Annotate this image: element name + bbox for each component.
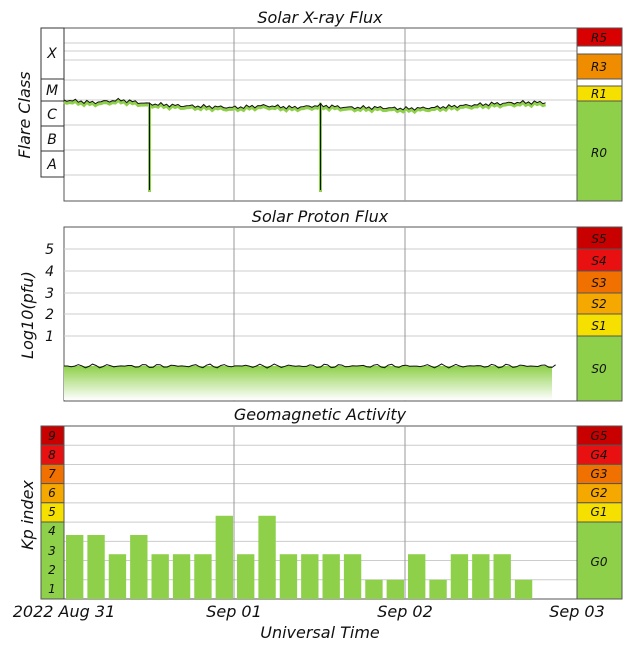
- kp-label-8: 8: [48, 448, 56, 462]
- kp-label-9: 9: [48, 429, 56, 443]
- class-label-x: X: [46, 46, 57, 62]
- s3-label: S3: [591, 276, 606, 290]
- kp-label-6: 6: [48, 486, 56, 500]
- kp-bar: [408, 554, 426, 599]
- kp-bar: [130, 534, 148, 599]
- kp-label-1: 1: [48, 582, 56, 596]
- kp-bar: [87, 534, 105, 599]
- class-label-a: A: [46, 157, 57, 173]
- xtick-sep03: Sep 03: [549, 602, 605, 621]
- proton-flux-line: [64, 363, 556, 369]
- geomag-plot-area: [63, 425, 578, 600]
- kp-bars: [66, 515, 533, 599]
- g5-label: G5: [591, 429, 608, 443]
- kp-label-5: 5: [48, 505, 56, 519]
- kp-label-4: 4: [48, 524, 56, 538]
- geomag-ylabel: Kp index: [18, 480, 37, 550]
- proton-panel: Solar Proton Flux 1 2 3 4 5 Log10(pfu): [18, 207, 623, 402]
- proton-ytick-1: 1: [45, 329, 54, 345]
- kp-bar: [514, 579, 533, 599]
- kp-bar: [194, 554, 212, 599]
- kp-bar: [258, 515, 276, 599]
- g2-label: G2: [591, 486, 608, 500]
- proton-ylabel: Log10(pfu): [18, 271, 37, 359]
- kp-bar: [151, 554, 169, 599]
- g4-label: G4: [591, 448, 608, 462]
- r1-label: R1: [591, 87, 607, 101]
- proton-ytick-3: 3: [45, 286, 54, 302]
- geomag-grid: [64, 444, 577, 581]
- proton-ytick-2: 2: [45, 307, 54, 323]
- xray-class-labels: X M C B A: [40, 27, 65, 178]
- kp-bar: [365, 579, 383, 599]
- r3-level: [576, 53, 623, 80]
- r0-level: [576, 100, 623, 202]
- kp-bar: [237, 554, 255, 599]
- xtick-sep01: Sep 01: [206, 602, 262, 621]
- g0-level: [576, 521, 623, 600]
- g0-label: G0: [591, 555, 608, 569]
- kp-bar: [301, 554, 319, 599]
- s0-level: [576, 335, 623, 402]
- xaxis-label: Universal Time: [260, 623, 380, 642]
- proton-title: Solar Proton Flux: [252, 207, 389, 226]
- r5-label: R5: [591, 31, 607, 45]
- kp-bar: [343, 554, 362, 599]
- kp-bar: [386, 579, 404, 599]
- kp-bar: [172, 554, 191, 599]
- r0-label: R0: [591, 146, 607, 160]
- kp-label-2: 2: [48, 563, 56, 577]
- xtick-sep02: Sep 02: [377, 602, 433, 621]
- geomag-title: Geomagnetic Activity: [234, 405, 407, 424]
- kp-label-7: 7: [48, 467, 56, 481]
- s1-label: S1: [591, 319, 606, 333]
- s0-label: S0: [591, 362, 607, 376]
- xray-flux-fill-line: [63, 98, 547, 192]
- r3-label: R3: [591, 60, 607, 74]
- g3-label: G3: [591, 467, 608, 481]
- xray-ylabel: Flare Class: [15, 71, 34, 158]
- kp-bar: [322, 554, 340, 599]
- proton-yticks: 1 2 3 4 5: [45, 242, 54, 345]
- kp-bar: [493, 554, 511, 599]
- proton-ytick-5: 5: [45, 242, 54, 258]
- class-label-b: B: [47, 132, 57, 148]
- radio-blackout-scale: R5 R3 R1 R0: [576, 27, 623, 202]
- kp-bar: [66, 534, 84, 599]
- s2-label: S2: [591, 297, 606, 311]
- kp-label-3: 3: [48, 544, 56, 558]
- kp-bar: [429, 579, 447, 599]
- xtick-aug31: 2022 Aug 31: [13, 602, 116, 621]
- g1-label: G1: [591, 505, 608, 519]
- proton-ytick-4: 4: [45, 264, 54, 280]
- xray-title: Solar X-ray Flux: [257, 8, 383, 27]
- kp-bar: [279, 554, 298, 599]
- kp-bar: [472, 554, 490, 599]
- xray-panel: Solar X-ray Flux X M C B A Fla: [15, 8, 623, 202]
- kp-bar: [108, 554, 127, 599]
- kp-bar: [215, 515, 233, 599]
- kp-bar: [450, 554, 469, 599]
- solar-storm-scale: S5 S4 S3 S2 S1 S0: [576, 226, 623, 402]
- proton-grid: [64, 248, 577, 337]
- kp-index-boxes: 9 8 7 6 5 4 3 2 1: [40, 425, 65, 600]
- class-label-m: M: [46, 83, 58, 99]
- proton-flux-area: [64, 366, 552, 400]
- xray-flux-line: [63, 97, 546, 190]
- class-label-c: C: [47, 107, 57, 123]
- geomag-storm-scale: G5 G4 G3 G2 G1 G0: [576, 425, 623, 600]
- s5-label: S5: [591, 232, 606, 246]
- s4-label: S4: [591, 254, 606, 268]
- geomag-panel: Geomagnetic Activity 9 8 7 6 5 4 3 2 1 K…: [13, 405, 623, 642]
